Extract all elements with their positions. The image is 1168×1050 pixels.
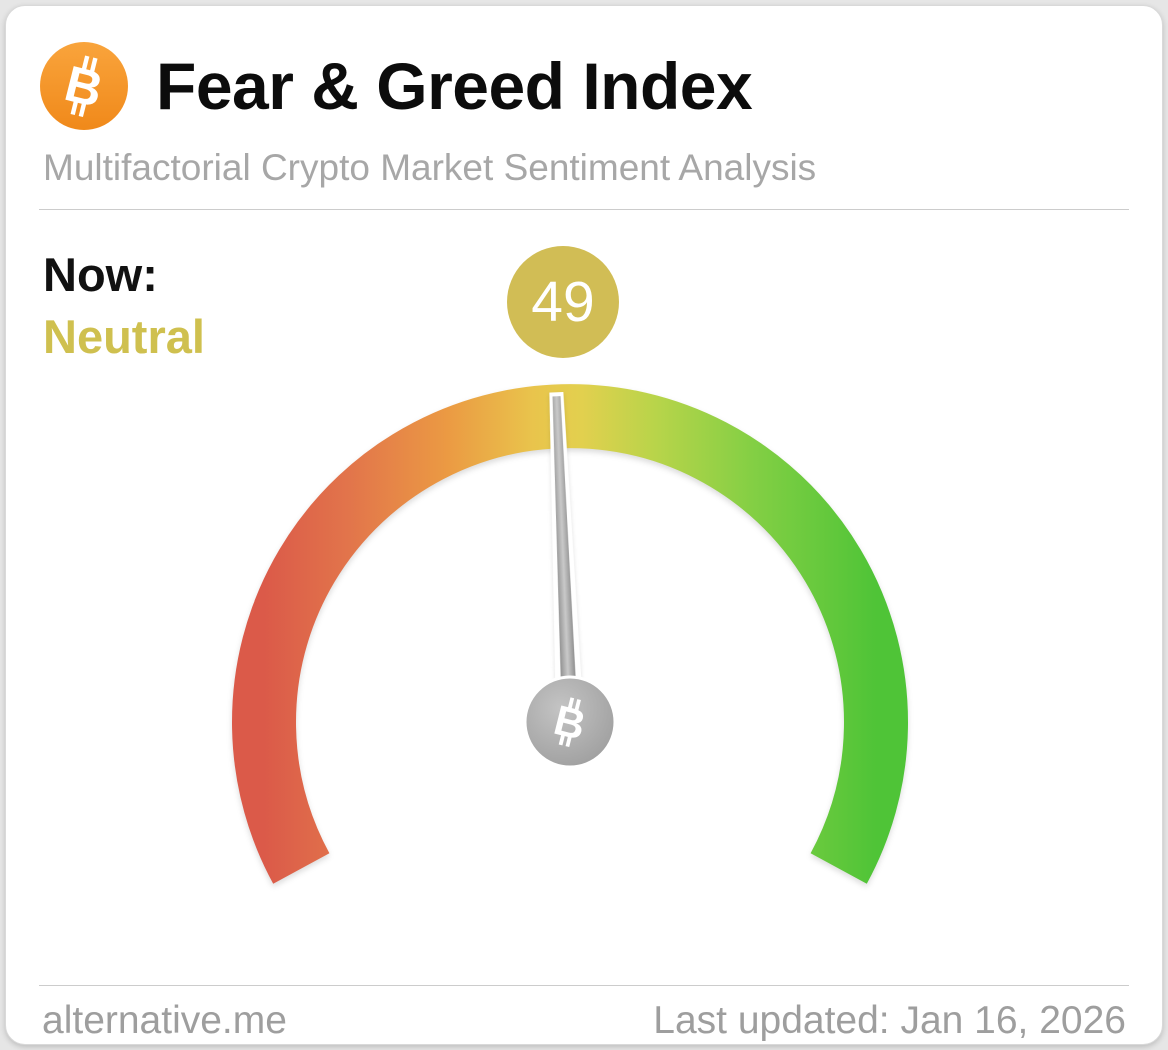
last-updated: Last updated: Jan 16, 2026 (653, 999, 1126, 1042)
value-badge: 49 (507, 246, 619, 358)
now-label: Now: (43, 248, 158, 301)
gauge-chart: B (232, 384, 908, 884)
source-link[interactable]: alternative.me (42, 999, 287, 1042)
header: B Fear & Greed Index (40, 42, 753, 130)
divider-bottom (39, 985, 1129, 986)
fear-greed-widget: B Fear & Greed Index Multifactorial Cryp… (5, 5, 1163, 1045)
bitcoin-logo-icon: B (40, 42, 128, 130)
needle-pivot: B (523, 675, 617, 769)
now-classification: Neutral (43, 310, 205, 363)
gauge-arc (232, 384, 908, 884)
gauge-needle (549, 391, 584, 723)
divider-top (39, 209, 1129, 210)
page-title: Fear & Greed Index (156, 49, 753, 123)
subtitle: Multifactorial Crypto Market Sentiment A… (43, 147, 817, 188)
